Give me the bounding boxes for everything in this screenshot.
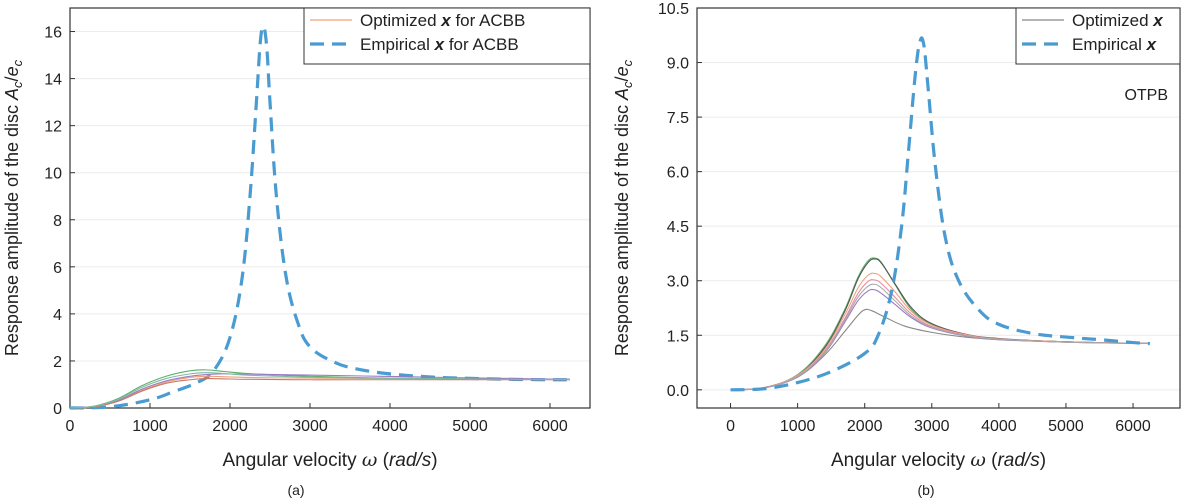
y-tick-label: 8: [53, 213, 62, 230]
x-axis-label: Angular velocity ω (rad/s): [831, 449, 1046, 471]
panel-caption: (b): [917, 482, 934, 498]
chart-panel-a: 0 1000 2000 3000 4000 5000 6000 0 2 4 6 8 10 12 14 16 Op…: [2, 7, 591, 498]
x-tick-label: 4000: [981, 418, 1017, 435]
x-tick-label: 5000: [452, 418, 488, 435]
x-tick-label: 0: [726, 418, 735, 435]
legend-box: [1015, 7, 1181, 65]
x-tick-label: 6000: [1115, 418, 1151, 435]
legend-box: [303, 7, 591, 65]
series-line-1: [69, 24, 571, 410]
x-tick-label: 4000: [372, 418, 408, 435]
legend-label: Optimized x: [1072, 11, 1164, 30]
x-tick-label: 3000: [292, 418, 328, 435]
y-tick-label: 7.5: [667, 110, 689, 127]
x-tick-label: 1000: [132, 418, 168, 435]
x-tick-label: 3000: [914, 418, 950, 435]
y-tick-label: 4: [53, 307, 62, 324]
x-tick-label: 2000: [847, 418, 883, 435]
plot-frame: [696, 7, 1181, 409]
legend-label: Empirical x for ACBB: [360, 35, 519, 54]
y-tick-label: 6.0: [667, 165, 689, 182]
series-line-7: [730, 283, 1150, 391]
y-tick-label: 3.0: [667, 274, 689, 291]
y-axis-label: Response amplitude of the disc Ac/ec: [2, 59, 25, 356]
series-line-3: [730, 258, 1150, 391]
panel-annotation: OTPB: [1124, 87, 1168, 104]
x-tick-label: 2000: [212, 418, 248, 435]
x-tick-label: 5000: [1048, 418, 1084, 435]
x-axis-label: Angular velocity ω (rad/s): [222, 449, 437, 471]
x-tick-label: 6000: [532, 418, 568, 435]
series-line-6: [69, 372, 571, 409]
chart-panel-b: 0 1000 2000 3000 4000 5000 6000 0.0 1.5 3.0 4.5 6.0…: [612, 1, 1181, 498]
y-tick-label: 6: [53, 260, 62, 277]
y-tick-label: 10: [44, 166, 62, 183]
x-tick-label: 0: [66, 418, 75, 435]
plot-frame: [69, 7, 591, 409]
y-tick-label: 2: [53, 354, 62, 371]
y-tick-label: 0: [53, 401, 62, 418]
legend: Optimized x for ACBB Empirical x for ACBB: [303, 7, 591, 65]
y-tick-label: 0.0: [667, 383, 689, 400]
panel-caption: (a): [287, 482, 304, 498]
y-tick-label: 9.0: [667, 56, 689, 73]
y-tick-label: 1.5: [667, 328, 689, 345]
legend: Optimized x Empirical x: [1015, 7, 1181, 65]
series-line-2: [730, 257, 1150, 391]
series-line-4: [730, 272, 1150, 391]
series-line-2: [69, 375, 571, 409]
y-axis-label: Response amplitude of the disc Ac/ec: [612, 59, 635, 356]
x-tick-label: 1000: [780, 418, 816, 435]
series-line-8: [730, 36, 1150, 392]
y-tick-label: 4.5: [667, 219, 689, 236]
y-tick-label: 14: [44, 72, 62, 89]
legend-label: Empirical x: [1072, 35, 1158, 54]
y-tick-label: 12: [44, 119, 62, 136]
legend-label: Optimized x for ACBB: [360, 11, 525, 30]
y-tick-label: 16: [44, 25, 62, 42]
y-tick-label: 10.5: [658, 1, 689, 18]
series-line-5: [730, 279, 1150, 391]
series-line-5: [69, 377, 570, 409]
